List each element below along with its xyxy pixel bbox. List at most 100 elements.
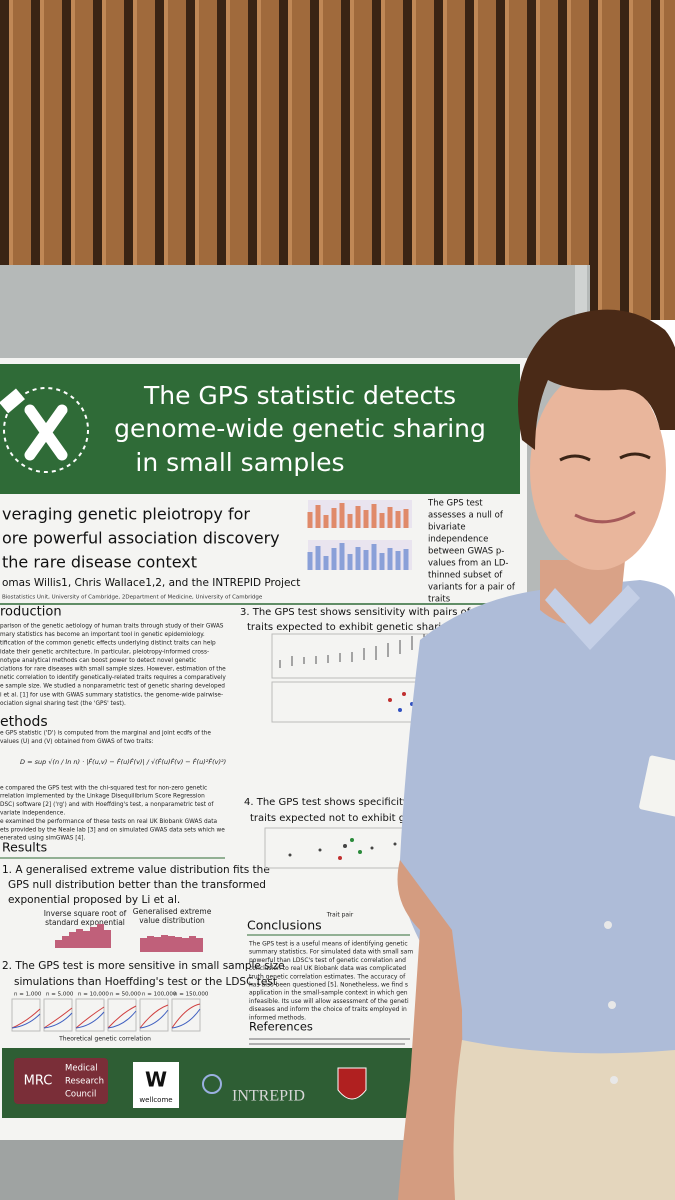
body-text: has also been questioned [5]. Nonetheles…: [249, 982, 408, 989]
summary-text: independence: [428, 535, 488, 545]
body-text: ciations for rare diseases with small sa…: [0, 667, 226, 673]
panel-frame: [75, 998, 105, 1032]
result-heading: traits expected not to exhibit genetic s: [250, 813, 444, 824]
logo-ring: [3, 387, 89, 473]
panel-title: Generalised extreme: [133, 907, 212, 916]
body-text: e examined the performance of these test…: [0, 819, 217, 825]
body-text: rrelation implemented by the Linkage Dis…: [0, 794, 205, 800]
body-text: ociation signal sharing test (the 'GPS' …: [0, 701, 126, 707]
result-heading: traits expected to exhibit genetic shari…: [247, 622, 454, 633]
panel-curve: [171, 1003, 201, 1029]
body-text: DSC) software [2] ('rg') and with Hoeffd…: [0, 802, 214, 808]
panel-curve: [43, 1007, 73, 1029]
body-text: idate their genetic architecture. In par…: [0, 649, 209, 655]
authors: omas Willis1, Chris Wallace1,2, and the …: [2, 577, 300, 589]
result-heading: 3. The GPS test shows sensitivity with p…: [240, 607, 531, 618]
body-text: mary statistics has become an important …: [0, 632, 205, 638]
result-heading: simulations than Hoeffding's test or the…: [14, 976, 277, 988]
affiliation: Biostatistics Unit, University of Cambri…: [2, 595, 263, 601]
section-heading: Conclusions: [247, 918, 322, 933]
panel-curve: [75, 1006, 105, 1029]
poster-title: genome-wide genetic sharing: [114, 414, 486, 443]
body-text: summary statistics. For simulated data w…: [249, 949, 413, 956]
poster-subtitle: the rare disease context: [2, 553, 197, 572]
axis-label: Theoretical genetic correlation: [58, 1036, 151, 1043]
panel-title: n = 150,000: [174, 992, 209, 998]
body-text: conclusion to real UK Biobank data was c…: [249, 965, 406, 972]
body-text: tification of the common genetic effects…: [0, 641, 216, 647]
mrc-logo: [14, 1058, 108, 1104]
panel-frame: [171, 998, 201, 1032]
summary-text: between GWAS p-: [428, 547, 504, 557]
body-text: variate independence.: [0, 811, 65, 817]
panel-title: n = 5,000: [46, 992, 74, 998]
panel-title: n = 50,000: [110, 992, 141, 998]
summary-text: thinned subset of: [428, 571, 503, 581]
panel-curve: [43, 1012, 73, 1029]
histograms: [55, 924, 203, 952]
body-text: application in the small-sample context …: [249, 990, 408, 997]
body-text: ets provided by the Neale lab [3] and on…: [0, 827, 225, 833]
section-heading: roduction: [0, 605, 62, 620]
body-text: The GPS test is a useful means of identi…: [248, 941, 408, 948]
panel-title: n = 10,000: [78, 992, 109, 998]
panel-curve: [11, 1008, 41, 1029]
wellcome-logo: [133, 1062, 179, 1108]
logo-text: Council: [65, 1090, 96, 1100]
panel-title: standard exponential: [45, 918, 125, 927]
panel-curve: [107, 1010, 137, 1029]
result-heading: GPS null distribution better than the tr…: [8, 879, 266, 891]
poster-header: [0, 364, 520, 494]
poster-subtitle: ore powerful association discovery: [2, 529, 280, 548]
panel-frame: [11, 998, 41, 1032]
body-text: powerful than LDSC's test of genetic cor…: [249, 957, 406, 964]
section-heading: ethods: [0, 714, 48, 730]
panel-frame: [43, 998, 73, 1032]
result-heading: 4. The GPS test shows specificity with: [244, 797, 433, 808]
manhattan-thumbnails: [307, 500, 412, 570]
logo-text: Medical: [65, 1064, 98, 1074]
body-text: values (U) and (V) obtained from GWAS of…: [0, 739, 153, 745]
person: [397, 309, 675, 1200]
logo-text: Research: [65, 1077, 104, 1087]
axis-label: Trait pair: [326, 912, 354, 919]
summary-text: values from an LD-: [428, 559, 508, 569]
panel-curve: [107, 1005, 137, 1029]
body-text: infeasible. Its use will allow assessmen…: [249, 998, 409, 1005]
poster-subtitle: veraging genetic pleiotropy for: [2, 505, 250, 524]
intrepid-icon: [202, 1074, 222, 1094]
panel-curve: [139, 1009, 169, 1029]
result-heading: exponential proposed by Li et al.: [8, 894, 180, 906]
panel-curve: [11, 1013, 41, 1029]
result-heading: 1. A generalised extreme value distribut…: [2, 864, 270, 876]
summary-text: assesses a null of: [428, 511, 504, 521]
summary-text: bivariate: [428, 523, 466, 533]
body-text: e sample size. We studied a nonparametri…: [0, 684, 225, 690]
panel-title: Inverse square root of: [44, 909, 127, 918]
poster-title: in small samples: [135, 448, 344, 477]
summary-text: variants for a pair of: [428, 583, 516, 593]
panel-frame: [107, 998, 137, 1032]
panel-curve: [139, 1004, 169, 1029]
body-text: diseases and inform the choice of traits…: [249, 1006, 407, 1013]
body-text: e compared the GPS test with the chi-squ…: [0, 785, 207, 791]
summary-text: traits: [428, 595, 451, 605]
result-heading: 2. The GPS test is more sensitive in sma…: [2, 960, 285, 972]
panel-title: value distribution: [139, 916, 205, 925]
panel-curve: [75, 1011, 105, 1029]
panel-frame: [139, 998, 169, 1032]
body-text: netic correlation to identify geneticall…: [0, 675, 226, 681]
body-text: informed methods.: [249, 1014, 306, 1021]
panel-curve: [171, 1008, 201, 1029]
formula: D = sup √(n / ln n) · |F̂(u,v) − F̂(u)F̂…: [20, 758, 226, 766]
chromosome-icon: [24, 404, 68, 461]
body-text: i et al. [1] for use with GWAS summary s…: [0, 692, 223, 698]
body-text: notype analytical methods can boost powe…: [0, 658, 196, 664]
section-heading: Results: [2, 840, 47, 855]
logo-text: wellcome: [139, 1096, 172, 1104]
body-text: parison of the genetic aetiology of huma…: [0, 624, 224, 630]
logo-text: MRC: [24, 1074, 53, 1089]
logo-text: W: [145, 1068, 167, 1092]
